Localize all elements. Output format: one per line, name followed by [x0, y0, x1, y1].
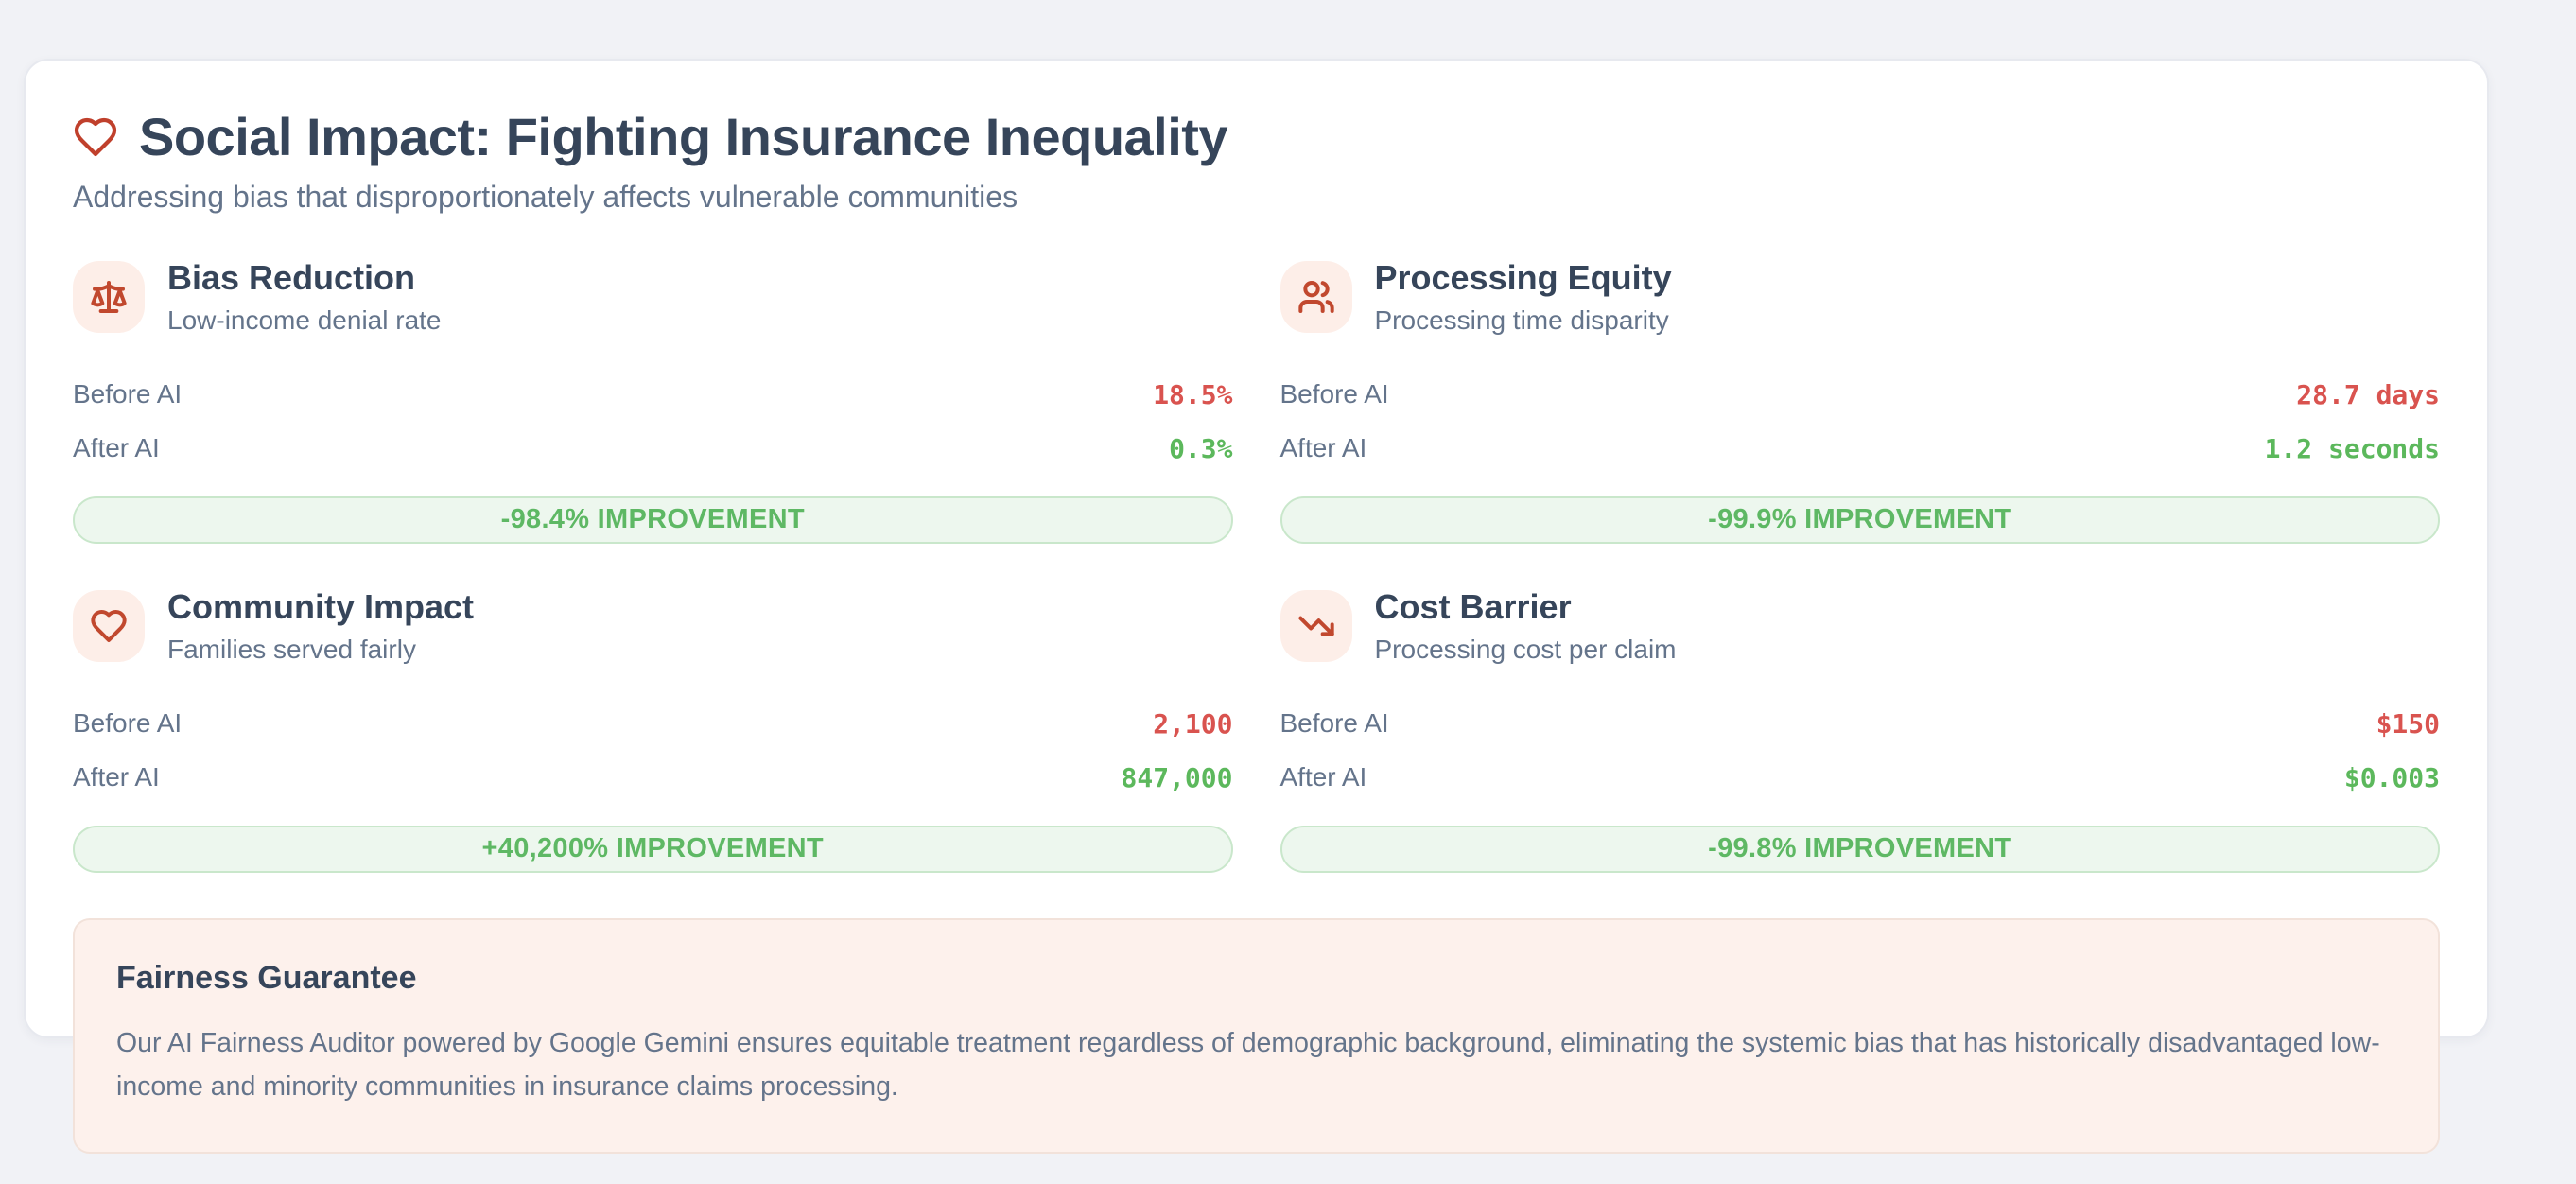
metric-title: Processing Equity [1374, 257, 1672, 297]
after-ai-row: After AI 0.3% [73, 422, 1233, 476]
page-title: Social Impact: Fighting Insurance Inequa… [139, 107, 1228, 166]
before-ai-label: Before AI [73, 379, 183, 409]
metric-card: Processing Equity Processing time dispar… [1279, 257, 2441, 544]
metrics-grid: Bias Reduction Low-income denial rate Be… [73, 258, 2440, 873]
improvement-badge: +40,200% IMPROVEMENT [73, 825, 1233, 873]
metric-rows: Before AI $150 After AI $0.003 [1280, 697, 2441, 805]
before-ai-row: Before AI 18.5% [73, 368, 1233, 422]
page-subtitle: Addressing bias that disproportionately … [73, 179, 1018, 214]
heart-icon [73, 589, 145, 662]
metric-header: Cost Barrier Processing cost per claim [1279, 586, 2441, 665]
fairness-title: Fairness Guarantee [116, 959, 417, 996]
after-ai-label: After AI [1279, 433, 1367, 463]
fairness-guarantee-box: Fairness Guarantee Our AI Fairness Audit… [73, 917, 2440, 1154]
before-ai-row: Before AI 2,100 [73, 697, 1233, 751]
after-ai-value: 1.2 seconds [2264, 432, 2440, 464]
metric-title: Community Impact [167, 586, 475, 626]
metric-card: Bias Reduction Low-income denial rate Be… [73, 258, 1233, 544]
before-ai-label: Before AI [1279, 379, 1389, 409]
before-ai-row: Before AI 28.7 days [1280, 368, 2441, 422]
trending-down-icon [1279, 589, 1352, 662]
metric-subtitle: Processing cost per claim [1374, 634, 1677, 664]
before-ai-label: Before AI [73, 708, 183, 739]
metric-rows: Before AI 18.5% After AI 0.3% [73, 368, 1233, 476]
scale-icon [73, 260, 145, 333]
metric-rows: Before AI 28.7 days After AI 1.2 seconds [1280, 368, 2441, 476]
metric-header: Bias Reduction Low-income denial rate [73, 258, 1233, 336]
after-ai-label: After AI [1279, 762, 1367, 792]
after-ai-label: After AI [73, 762, 160, 792]
metric-subtitle: Processing time disparity [1374, 305, 1669, 335]
before-ai-value: 18.5% [1153, 378, 1233, 410]
heart-icon [73, 114, 118, 160]
metric-rows: Before AI 2,100 After AI 847,000 [73, 697, 1233, 805]
after-ai-row: After AI $0.003 [1280, 751, 2441, 805]
before-ai-row: Before AI $150 [1280, 697, 2441, 751]
metric-card: Community Impact Families served fairly … [73, 587, 1233, 873]
page-header: Social Impact: Fighting Insurance Inequa… [73, 108, 2440, 166]
after-ai-value: 0.3% [1169, 432, 1233, 464]
metric-subtitle: Low-income denial rate [167, 305, 442, 335]
metric-subtitle: Families served fairly [167, 634, 416, 664]
improvement-badge: -99.8% IMPROVEMENT [1279, 825, 2440, 873]
metric-header: Community Impact Families served fairly [73, 587, 1233, 665]
fairness-body: Our AI Fairness Auditor powered by Googl… [116, 1027, 2380, 1102]
before-ai-value: 2,100 [1153, 707, 1233, 740]
metric-title: Bias Reduction [167, 257, 416, 297]
after-ai-value: $0.003 [2343, 761, 2440, 793]
before-ai-value: 28.7 days [2296, 378, 2440, 410]
after-ai-value: 847,000 [1121, 761, 1233, 793]
before-ai-value: $150 [2376, 707, 2440, 740]
after-ai-label: After AI [73, 433, 160, 463]
metric-title: Cost Barrier [1374, 586, 1572, 626]
improvement-badge: -98.4% IMPROVEMENT [73, 496, 1233, 544]
metric-card: Cost Barrier Processing cost per claim B… [1279, 586, 2441, 873]
users-icon [1279, 260, 1352, 333]
before-ai-label: Before AI [1279, 708, 1389, 739]
after-ai-row: After AI 847,000 [73, 751, 1233, 805]
after-ai-row: After AI 1.2 seconds [1280, 422, 2441, 476]
social-impact-card: Social Impact: Fighting Insurance Inequa… [24, 59, 2489, 1154]
metric-header: Processing Equity Processing time dispar… [1279, 257, 2441, 336]
improvement-badge: -99.9% IMPROVEMENT [1279, 496, 2440, 544]
